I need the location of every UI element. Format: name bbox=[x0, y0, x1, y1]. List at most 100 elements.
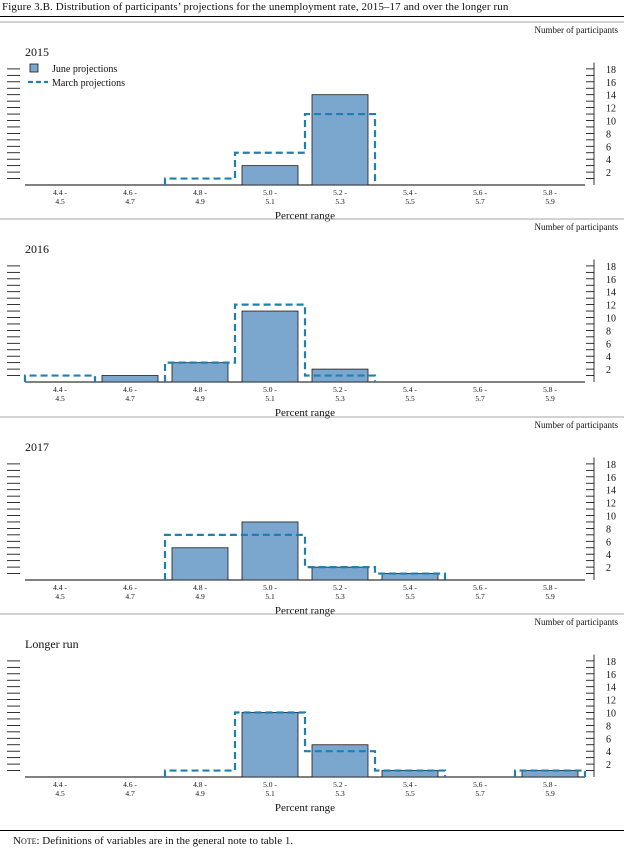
y-tick-label: 6 bbox=[606, 339, 611, 350]
y-tick-label: 16 bbox=[606, 78, 616, 89]
x-tick-label: 5.3 bbox=[335, 394, 345, 403]
y-tick-label: 2 bbox=[606, 563, 611, 574]
y-tick-label: 4 bbox=[606, 550, 611, 561]
title-rule bbox=[0, 16, 624, 17]
ylabel: Number of participants bbox=[535, 617, 619, 627]
y-tick-label: 12 bbox=[606, 104, 616, 115]
x-tick-label: 5.6 - bbox=[473, 385, 487, 394]
y-tick-label: 2 bbox=[606, 168, 611, 179]
x-tick-label: 5.6 - bbox=[473, 780, 487, 789]
x-tick-label: 5.5 bbox=[405, 789, 415, 798]
x-tick-label: 5.7 bbox=[475, 592, 485, 601]
xlabel: Percent range bbox=[275, 802, 335, 814]
x-tick-label: 5.8 - bbox=[543, 780, 557, 789]
x-tick-label: 4.9 bbox=[195, 592, 205, 601]
y-tick-label: 6 bbox=[606, 734, 611, 745]
y-tick-label: 2 bbox=[606, 760, 611, 771]
x-tick-label: 5.7 bbox=[475, 789, 485, 798]
xlabel: Percent range bbox=[275, 605, 335, 617]
x-tick-label: 5.2 - bbox=[333, 385, 347, 394]
x-tick-label: 4.4 - bbox=[53, 385, 67, 394]
june-bar bbox=[171, 362, 229, 383]
x-tick-label: 4.5 bbox=[55, 789, 65, 798]
june-bar bbox=[241, 712, 299, 778]
x-tick-label: 5.6 - bbox=[473, 188, 487, 197]
legend-june-label: June projections bbox=[52, 64, 117, 75]
x-tick-label: 4.5 bbox=[55, 197, 65, 206]
x-tick-label: 5.0 - bbox=[263, 583, 277, 592]
x-tick-label: 5.5 bbox=[405, 197, 415, 206]
y-tick-label: 10 bbox=[606, 117, 616, 128]
y-tick-label: 16 bbox=[606, 473, 616, 484]
y-tick-label: 10 bbox=[606, 314, 616, 325]
x-tick-label: 5.3 bbox=[335, 592, 345, 601]
x-tick-label: 4.7 bbox=[125, 197, 135, 206]
x-tick-label: 5.1 bbox=[265, 789, 275, 798]
y-tick-label: 12 bbox=[606, 696, 616, 707]
march-step-line bbox=[163, 711, 587, 777]
y-tick-label: 2 bbox=[606, 365, 611, 376]
x-tick-label: 5.3 bbox=[335, 789, 345, 798]
june-bar bbox=[311, 94, 369, 186]
y-tick-label: 18 bbox=[606, 262, 616, 273]
y-tick-label: 10 bbox=[606, 709, 616, 720]
x-tick-label: 4.5 bbox=[55, 592, 65, 601]
x-tick-label: 5.8 - bbox=[543, 583, 557, 592]
x-tick-label: 4.4 - bbox=[53, 780, 67, 789]
x-tick-label: 4.7 bbox=[125, 789, 135, 798]
x-tick-label: 5.2 - bbox=[333, 780, 347, 789]
panel-title: 2016 bbox=[25, 242, 49, 256]
march-step-line bbox=[25, 305, 445, 382]
x-tick-label: 4.4 - bbox=[53, 583, 67, 592]
x-tick-label: 5.9 bbox=[545, 592, 555, 601]
xlabel: Percent range bbox=[275, 407, 335, 419]
x-tick-label: 5.3 bbox=[335, 197, 345, 206]
y-tick-label: 14 bbox=[606, 683, 616, 694]
x-tick-label: 5.0 - bbox=[263, 188, 277, 197]
ylabel: Number of participants bbox=[535, 420, 619, 430]
june-bar bbox=[241, 521, 299, 581]
x-tick-label: 5.1 bbox=[265, 394, 275, 403]
x-tick-label: 4.8 - bbox=[193, 385, 207, 394]
y-tick-label: 14 bbox=[606, 91, 616, 102]
x-tick-label: 4.6 - bbox=[123, 780, 137, 789]
note-label: Note bbox=[13, 835, 37, 847]
figure-title: Figure 3.B. Distribution of participants… bbox=[2, 1, 509, 13]
y-tick-label: 4 bbox=[606, 155, 611, 166]
y-tick-label: 18 bbox=[606, 460, 616, 471]
x-tick-label: 4.9 bbox=[195, 789, 205, 798]
june-bar bbox=[241, 310, 299, 383]
june-bar bbox=[101, 375, 159, 383]
y-tick-label: 18 bbox=[606, 657, 616, 668]
x-tick-label: 4.6 - bbox=[123, 385, 137, 394]
y-tick-label: 14 bbox=[606, 486, 616, 497]
x-tick-label: 4.6 - bbox=[123, 188, 137, 197]
x-tick-label: 5.2 - bbox=[333, 583, 347, 592]
march-step-line bbox=[165, 114, 445, 185]
x-tick-label: 4.6 - bbox=[123, 583, 137, 592]
panel-title: Longer run bbox=[25, 637, 79, 651]
x-tick-label: 5.1 bbox=[265, 592, 275, 601]
x-tick-label: 5.0 - bbox=[263, 780, 277, 789]
june-bar bbox=[381, 573, 439, 581]
panel-title: 2017 bbox=[25, 440, 49, 454]
june-bar bbox=[311, 744, 369, 778]
x-tick-label: 5.6 - bbox=[473, 583, 487, 592]
y-tick-label: 16 bbox=[606, 670, 616, 681]
figure-note: Note: Definitions of variables are in th… bbox=[13, 835, 293, 847]
ylabel: Number of participants bbox=[535, 222, 619, 232]
y-tick-label: 8 bbox=[606, 524, 611, 535]
x-tick-label: 5.4 - bbox=[403, 385, 417, 394]
y-tick-label: 16 bbox=[606, 275, 616, 286]
x-tick-label: 5.8 - bbox=[543, 385, 557, 394]
panel-title: 2015 bbox=[25, 45, 49, 59]
y-tick-label: 14 bbox=[606, 288, 616, 299]
y-tick-label: 4 bbox=[606, 747, 611, 758]
june-bar bbox=[521, 770, 579, 778]
note-text: : Definitions of variables are in the ge… bbox=[36, 835, 294, 847]
x-tick-label: 5.8 - bbox=[543, 188, 557, 197]
x-tick-label: 4.8 - bbox=[193, 188, 207, 197]
x-tick-label: 5.1 bbox=[265, 197, 275, 206]
y-tick-label: 8 bbox=[606, 326, 611, 337]
bottom-rule bbox=[0, 830, 624, 831]
